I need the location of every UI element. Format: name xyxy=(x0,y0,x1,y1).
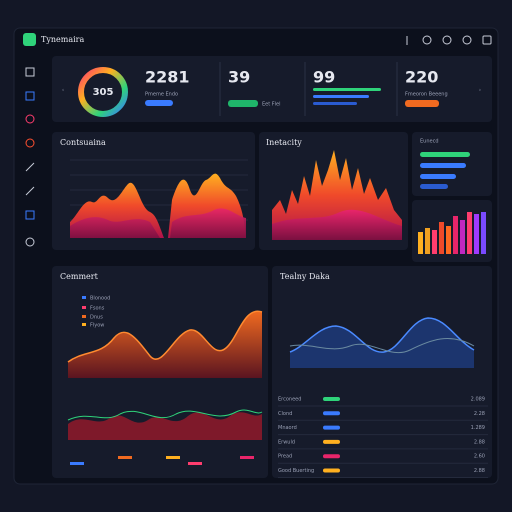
bar xyxy=(420,163,466,168)
kpi-bar xyxy=(405,100,439,107)
kpi-bar xyxy=(313,88,381,91)
kpi-value: 220 xyxy=(405,68,438,87)
table: Erconeed 2.089 Clond 2.28 Mnaord 1.289 Erwuld 2… xyxy=(278,397,488,478)
row-bar xyxy=(323,397,340,401)
panel-title: Cemmert xyxy=(60,272,99,281)
kpi-value: 39 xyxy=(228,68,250,87)
bar xyxy=(420,152,470,157)
row-bar xyxy=(323,439,340,444)
legend: Blonood Fsons Dnus Flyow xyxy=(82,296,110,329)
kpi-value: 2281 xyxy=(145,68,190,87)
panel-title: Eunecd xyxy=(420,139,439,145)
row-value: 2.60 xyxy=(474,454,485,460)
kpi-label: Eet Flel xyxy=(262,102,281,108)
area-chart xyxy=(68,412,262,440)
kpi-label: Fmeoron Beeeng xyxy=(405,92,448,98)
row-label: Good Buerting xyxy=(278,468,314,474)
row-value: 2.28 xyxy=(474,411,485,417)
donut-ring xyxy=(78,67,128,117)
area-chart xyxy=(70,208,246,238)
logo xyxy=(23,33,36,46)
kpi-bar xyxy=(313,102,357,105)
kpi-bar xyxy=(228,100,258,107)
line xyxy=(289,338,475,354)
area-chart xyxy=(68,311,262,378)
row-bar xyxy=(323,411,340,416)
area-chart xyxy=(272,209,402,240)
legend-label: Flyow xyxy=(90,323,104,329)
donut-value: 305 xyxy=(93,87,114,98)
row-value: 2.88 xyxy=(474,439,485,445)
panel xyxy=(272,266,492,478)
row-label: Erwuld xyxy=(278,439,295,445)
row-value: 2.089 xyxy=(471,397,485,403)
row-label: Clond xyxy=(278,411,292,417)
row-bar xyxy=(323,425,340,430)
row-label: Pread xyxy=(278,454,292,460)
legend-label: Fsons xyxy=(90,306,105,312)
sidebar[interactable] xyxy=(25,67,35,247)
bar xyxy=(420,174,456,179)
row-bar xyxy=(323,454,340,459)
app-title: Tynemaira xyxy=(41,35,84,44)
row-value: 2.88 xyxy=(474,468,485,474)
next-arrow[interactable]: › xyxy=(479,88,481,94)
line xyxy=(67,310,263,363)
area-chart xyxy=(290,318,474,368)
kpi-panel xyxy=(52,56,492,122)
line xyxy=(67,409,263,421)
bar-chart xyxy=(418,212,486,254)
prev-arrow[interactable]: ‹ xyxy=(62,88,64,94)
bar xyxy=(420,184,448,189)
panel xyxy=(412,200,492,262)
legend-label: Dnus xyxy=(90,315,103,321)
kpi-bar xyxy=(145,100,173,106)
legend-label: Blonood xyxy=(90,296,110,302)
toolbar-icons[interactable] xyxy=(406,35,492,45)
row-label: Mnaord xyxy=(278,425,297,431)
panel-title: Contsuaina xyxy=(60,138,106,147)
panel-title: Tealny Daka xyxy=(280,272,330,281)
kpi-label: Pmeme Endo xyxy=(145,92,178,98)
row-value: 1.289 xyxy=(471,425,485,431)
line xyxy=(289,317,475,353)
panel-title: Inetacity xyxy=(266,138,302,147)
row-label: Erconeed xyxy=(278,397,301,403)
kpi-bar xyxy=(313,95,369,98)
row-bar xyxy=(323,468,340,473)
legend-swatches xyxy=(70,456,254,465)
kpi-value: 99 xyxy=(313,68,335,87)
